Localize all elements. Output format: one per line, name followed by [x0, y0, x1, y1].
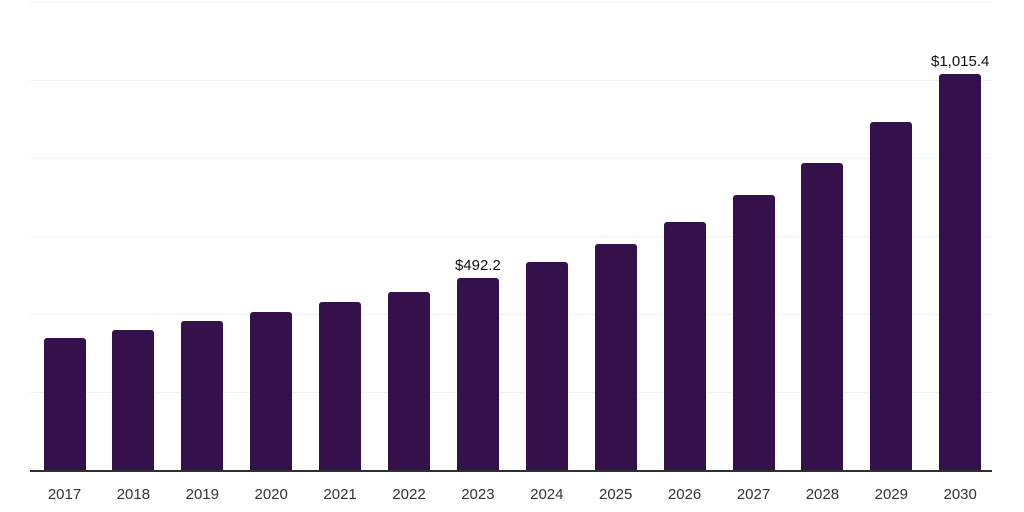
bar-2027: [732, 195, 775, 470]
bar-2025: [594, 244, 637, 470]
bar-2022: [388, 291, 430, 470]
bar-2023: [456, 278, 499, 470]
gridline: [30, 2, 992, 3]
bar-2030: [939, 73, 982, 470]
bar-value-label-2030: $1,015.4: [930, 52, 990, 70]
x-tick-label-2020: 2020: [254, 486, 288, 503]
bar-2029: [870, 121, 913, 470]
x-axis-line: [30, 470, 992, 472]
gridline: [30, 158, 992, 159]
x-tick-label-2023: 2023: [461, 486, 495, 503]
x-tick-label-2024: 2024: [530, 486, 564, 503]
x-tick-label-2017: 2017: [47, 486, 82, 503]
bar-value-label-2023: $492.2: [454, 257, 501, 275]
x-tick-label-2030: 2030: [943, 486, 977, 503]
bar-2019: [181, 320, 224, 470]
x-tick-label-2026: 2026: [667, 486, 702, 503]
x-tick-label-2028: 2028: [805, 486, 840, 503]
x-tick-label-2027: 2027: [736, 486, 771, 503]
bar-2026: [663, 221, 706, 470]
x-tick-label-2029: 2029: [874, 486, 908, 503]
gridline: [30, 392, 992, 393]
bar-2024: [525, 261, 568, 470]
bar-2028: [801, 162, 844, 470]
x-tick-label-2025: 2025: [599, 486, 633, 503]
bar-2018: [112, 329, 155, 470]
gridline: [30, 314, 992, 315]
bar-2021: [319, 301, 362, 470]
bar-2017: [43, 338, 86, 470]
bar-2020: [250, 312, 293, 470]
x-tick-label-2022: 2022: [392, 486, 426, 503]
x-tick-label-2021: 2021: [323, 486, 357, 503]
x-tick-label-2018: 2018: [116, 486, 151, 503]
gridline: [30, 80, 992, 81]
gridline: [30, 236, 992, 237]
x-tick-label-2019: 2019: [185, 486, 219, 503]
